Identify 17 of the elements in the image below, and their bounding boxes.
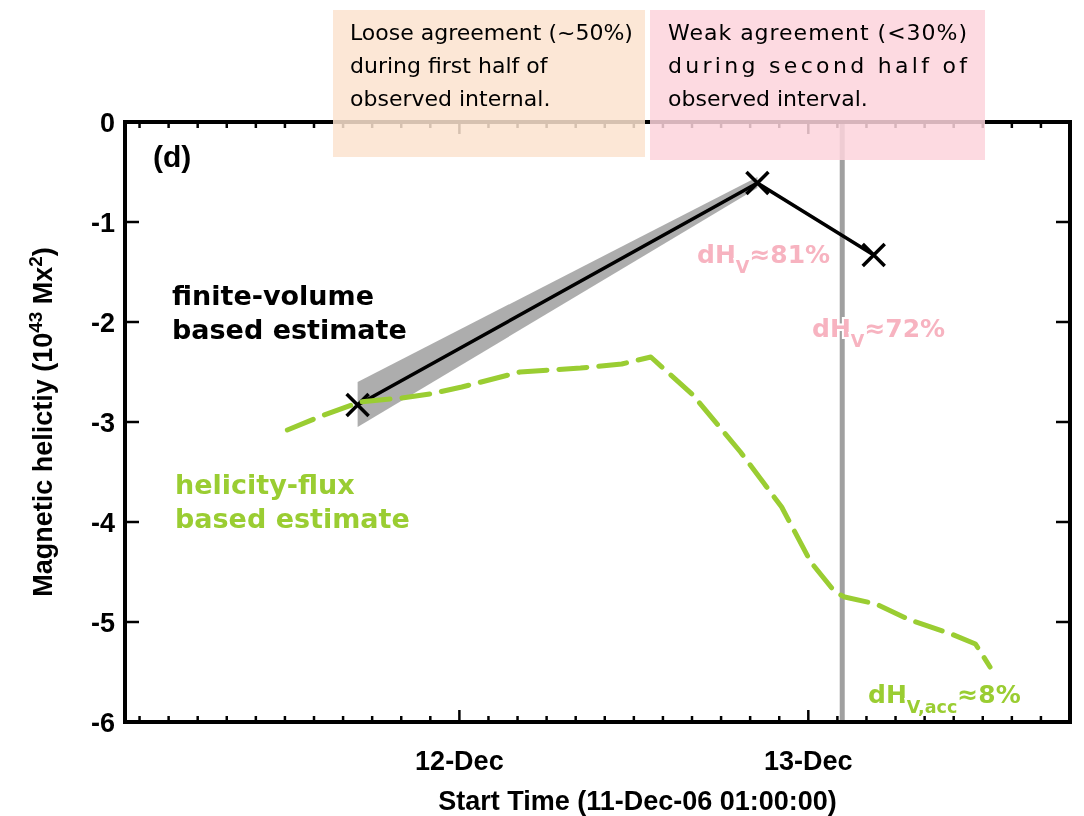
y-tick-label: -5 [90, 608, 115, 638]
y-tick-label: -6 [90, 708, 115, 738]
x-tick-label: 13-Dec [764, 746, 853, 776]
text: helicity-flux based estimate [175, 469, 410, 534]
x-axis-title: Start Time (11-Dec-06 01:00:00) [438, 786, 837, 816]
annotation: dH$_{V,acc}$≈8% [868, 680, 1021, 717]
annotation: (d) [153, 140, 192, 173]
series-label: finite-volume based estimate [172, 280, 407, 345]
y-tick-label: -1 [90, 208, 115, 238]
y-tick-label: -4 [90, 508, 115, 538]
y-tick-label: -2 [90, 308, 115, 338]
text: Weak agreement (<30%) during second half of observed interval. [668, 20, 969, 111]
text: Loose agreement (~50%) during first half of observed internal. [350, 20, 633, 111]
x-tick-label: 12-Dec [415, 746, 504, 776]
y-tick-label: -3 [90, 408, 115, 438]
annotation: dH$_{V}$≈81% [697, 240, 831, 277]
y-tick-label: 0 [99, 108, 115, 138]
